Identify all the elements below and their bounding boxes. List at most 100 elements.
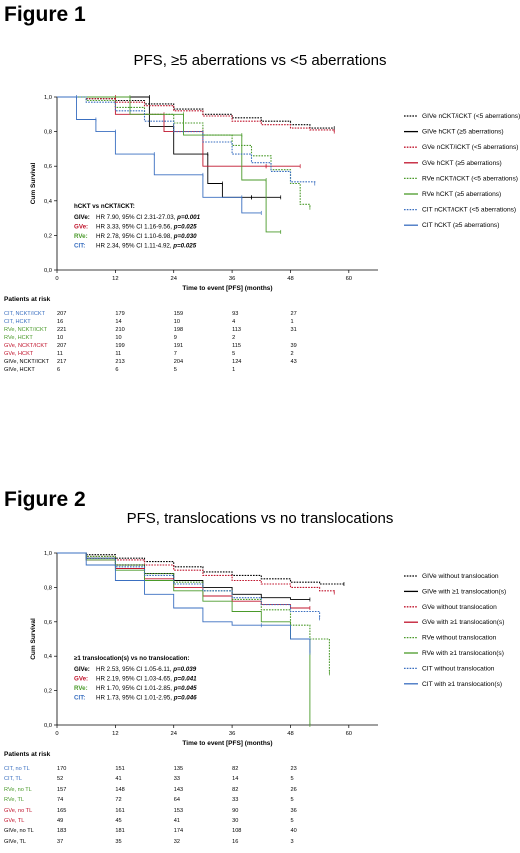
y-tick-label: 0,4 <box>44 199 53 205</box>
hr-group: CIT: <box>74 243 85 250</box>
risk-row-value: 5 <box>290 776 294 783</box>
risk-row-value: 39 <box>290 343 297 349</box>
risk-row-value: 183 <box>57 828 67 835</box>
risk-row-value: 33 <box>173 776 180 783</box>
risk-row-value: 26 <box>290 786 297 793</box>
hr-value: HR 2.19, 95% CI 1.03-4.65, <box>96 676 174 683</box>
risk-row-value: 108 <box>232 828 242 835</box>
risk-row-label: GIVe, TL <box>4 838 26 845</box>
risk-row-value: 5 <box>290 818 294 824</box>
risk-row-value: 23 <box>290 766 297 772</box>
risk-row-label: RVe, no TL <box>4 786 32 793</box>
risk-row-value: 115 <box>232 343 241 349</box>
km-series-6 <box>57 552 321 619</box>
risk-row-value: 5 <box>232 351 236 357</box>
legend-entry: GVe without translocation <box>422 604 497 611</box>
hr-pvalue: p=0.030 <box>173 233 197 240</box>
risk-row-value: 40 <box>290 828 297 835</box>
risk-row-value: 33 <box>232 797 239 804</box>
figure-2-km-plot: 0,0 0,2 0,4 0,6 0,8 1,0 0 12 24 36 48 60 Time to eve… <box>30 551 506 747</box>
hr-row: GIVe: HR 7.90, 95% CI 2.31-27.03, p=0.001 <box>74 214 201 221</box>
risk-row-value: 2 <box>232 335 236 341</box>
risk-row-label: GVe, TL <box>4 818 25 824</box>
km-series-1 <box>57 552 310 600</box>
risk-row-value: 170 <box>57 766 67 772</box>
risk-row-value: 82 <box>232 766 239 772</box>
risk-row-value: 113 <box>232 327 241 333</box>
risk-row-value: 1 <box>232 367 236 373</box>
x-tick-label: 36 <box>229 731 235 737</box>
hr-row: CIT: HR 1.73, 95% CI 1.01-2.95, p=0.046 <box>74 695 197 702</box>
risk-row-value: 199 <box>115 343 125 349</box>
hr-group: GVe: <box>74 224 88 231</box>
hr-value: HR 1.73, 95% CI 1.01-2.95, <box>96 695 174 702</box>
risk-row-value: 157 <box>57 786 67 793</box>
risk-row-value: 2 <box>290 351 294 357</box>
risk-row-value: 124 <box>232 359 242 365</box>
figure-1-km-plot: 0,0 0,2 0,4 0,6 0,8 1,0 0 12 24 36 48 60 Time to eve… <box>30 95 520 292</box>
risk-row-value: 1 <box>290 319 294 325</box>
risk-row-value: 213 <box>115 359 125 365</box>
risk-row-value: 3 <box>290 838 294 845</box>
risk-row-value: 7 <box>173 351 177 357</box>
hr-value: HR 2.78, 95% CI 1.10-6.98, <box>96 233 174 240</box>
x-tick-label: 0 <box>55 276 58 282</box>
y-tick-label: 0,6 <box>44 620 52 626</box>
risk-row-value: 181 <box>115 828 125 835</box>
hr-pvalue: p=0.039 <box>172 666 196 673</box>
y-axis-label: Cum Survival <box>30 163 37 205</box>
hr-value: HR 3.33, 95% CI 1.16-9.56, <box>96 224 174 231</box>
hr-pvalue: p=0.001 <box>176 214 200 221</box>
risk-row-value: 41 <box>173 818 180 824</box>
hr-group: RVe: <box>74 685 88 692</box>
risk-row-label: CIT, no TL <box>4 766 30 772</box>
hr-pvalue: p=0.041 <box>173 676 197 683</box>
hr-row: GVe: HR 3.33, 95% CI 1.16-9.56, p=0.025 <box>74 224 197 231</box>
figure-2-chart-title: PFS, translocations vs no translocations <box>126 510 394 527</box>
km-series-3 <box>57 96 301 167</box>
x-tick-label: 12 <box>112 731 118 737</box>
legend-entry: GIVe hCKT (≥5 aberrations) <box>422 129 504 136</box>
km-series-7 <box>57 552 311 653</box>
y-tick-label: 0,8 <box>44 130 52 136</box>
y-tick-label: 1,0 <box>44 551 52 557</box>
x-tick-label: 36 <box>229 276 235 282</box>
risk-row-value: 159 <box>173 311 184 317</box>
risk-row-value: 161 <box>115 807 125 814</box>
y-tick-label: 0,6 <box>44 164 52 170</box>
risk-row-value: 207 <box>57 343 67 349</box>
legend-entry: RVe nCKT/iCKT (<5 aberrations) <box>422 175 518 182</box>
hr-header: ≥1 translocation(s) vs no translocation: <box>74 655 189 662</box>
risk-row-value: 217 <box>57 359 67 365</box>
km-series-2 <box>57 552 335 593</box>
risk-row-value: 35 <box>115 838 122 845</box>
risk-row-value: 16 <box>232 838 239 845</box>
risk-row-label: RVe, HCKT <box>4 335 33 341</box>
risk-row-value: 93 <box>232 311 239 317</box>
x-tick-label: 48 <box>287 731 293 737</box>
y-axis-label: Cum Survival <box>30 618 37 660</box>
hr-row: GVe: HR 2.19, 95% CI 1.03-4.65, p=0.041 <box>74 676 197 683</box>
hr-value: HR 2.53, 95% CI 1.05-6.11, <box>96 666 173 673</box>
risk-row-value: 14 <box>232 776 239 783</box>
risk-row-value: 204 <box>173 359 184 365</box>
legend-entry: CIT with ≥1 translocation(s) <box>422 681 502 688</box>
risk-row-value: 31 <box>290 327 297 333</box>
risk-table-header: Patients at risk <box>4 751 51 758</box>
y-tick-label: 0,2 <box>44 233 52 239</box>
risk-row-value: 151 <box>115 766 125 772</box>
km-series-7 <box>57 96 262 214</box>
legend-entry: GIVe without translocation <box>422 573 499 580</box>
risk-row-value: 90 <box>232 807 239 814</box>
risk-row-value: 221 <box>57 327 67 333</box>
x-axis-label: Time to event [PFS] (months) <box>182 285 272 292</box>
hr-pvalue: p=0.045 <box>173 685 197 692</box>
legend-entry: CIT without translocation <box>422 665 495 672</box>
risk-row-value: 179 <box>115 311 125 317</box>
risk-row-value: 37 <box>57 838 64 845</box>
risk-row-value: 11 <box>115 351 122 357</box>
risk-row-value: 43 <box>290 359 297 365</box>
risk-row-value: 27 <box>290 311 297 317</box>
risk-row-value: 64 <box>173 797 180 804</box>
x-tick-label: 60 <box>346 276 352 282</box>
